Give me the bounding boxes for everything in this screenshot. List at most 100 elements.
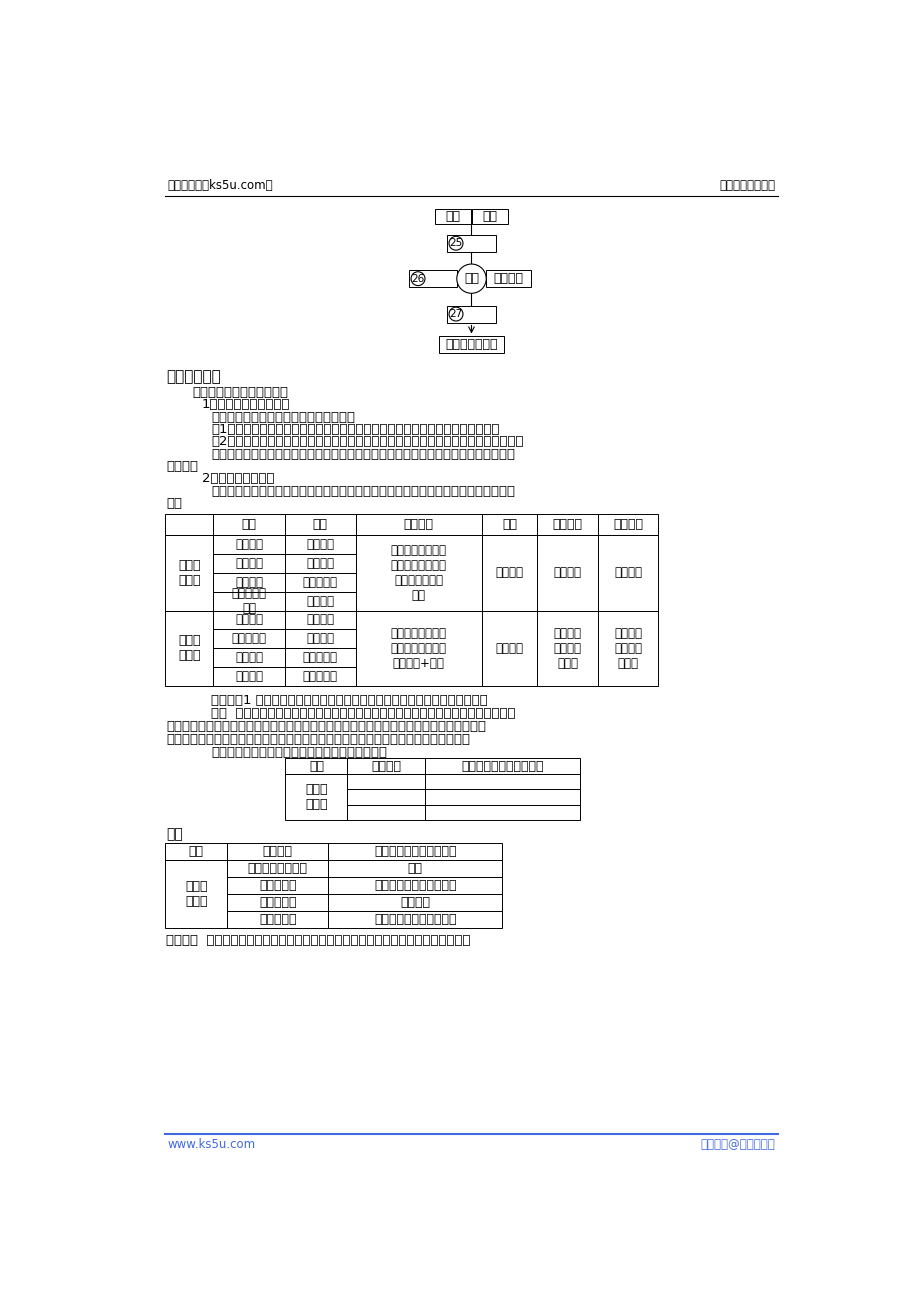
Bar <box>213 611 284 629</box>
Text: 特的动植物资源、民间舞蹈、手工艺品、传统音乐、婆罗浮屠佛塔、普兰班南神庙等。: 特的动植物资源、民间舞蹈、手工艺品、传统音乐、婆罗浮屠佛塔、普兰班南神庙等。 <box>166 733 470 746</box>
Bar <box>213 514 284 535</box>
Bar <box>537 611 597 686</box>
Bar <box>165 844 227 861</box>
Bar <box>481 611 537 686</box>
Bar <box>165 861 227 928</box>
Text: 型。: 型。 <box>166 497 182 510</box>
Text: 形成过程: 形成过程 <box>612 518 642 531</box>
Bar <box>284 648 356 667</box>
Bar <box>347 805 425 820</box>
Bar <box>425 758 579 773</box>
Bar <box>213 629 284 648</box>
Text: 具体形式
和精神文
化形式: 具体形式 和精神文 化形式 <box>553 626 581 669</box>
Bar <box>284 667 356 686</box>
Text: 具体分类: 具体分类 <box>263 845 292 858</box>
Text: 举例: 举例 <box>312 518 327 531</box>
Bar <box>347 773 425 789</box>
Text: 苏州园林: 苏州园林 <box>306 633 334 646</box>
Text: 黄山云海: 黄山云海 <box>306 595 334 608</box>
Text: 种类: 种类 <box>242 518 256 531</box>
Bar <box>284 629 356 648</box>
Text: 高考资源网（ks5u.com）: 高考资源网（ks5u.com） <box>167 178 273 191</box>
Bar <box>356 535 481 611</box>
Bar <box>285 758 347 773</box>
Text: 建筑与设施: 建筑与设施 <box>232 633 267 646</box>
Text: 浅海水域: 浅海水域 <box>400 896 430 909</box>
Text: 天象与气候
景观: 天象与气候 景观 <box>232 587 267 615</box>
Text: 所对应具体自然旅游资源: 所对应具体自然旅游资源 <box>460 759 543 772</box>
Text: 人文旅
游资源: 人文旅 游资源 <box>178 634 200 663</box>
Bar <box>165 611 213 686</box>
Text: 核心: 核心 <box>502 518 516 531</box>
Text: 分类: 分类 <box>309 759 323 772</box>
Text: 热带沙滩、火山、珊瑚礁: 热带沙滩、火山、珊瑚礁 <box>374 879 456 892</box>
Bar <box>284 591 356 611</box>
Text: 分类: 分类 <box>188 845 204 858</box>
Bar <box>597 611 658 686</box>
Text: 可创造性: 可创造性 <box>494 272 523 285</box>
Text: 地貌景观: 地貌景观 <box>495 566 523 579</box>
Text: 自然旅
游资源: 自然旅 游资源 <box>185 880 208 907</box>
Bar <box>213 573 284 591</box>
Bar <box>486 271 530 288</box>
Text: 阳光: 阳光 <box>407 862 423 875</box>
Text: 请将材料中所罗列的各种自然旅游资源进行分类。: 请将材料中所罗列的各种自然旅游资源进行分类。 <box>210 746 387 759</box>
Text: 自然过程: 自然过程 <box>613 566 641 579</box>
Text: 25: 25 <box>448 238 462 249</box>
Bar <box>328 911 502 928</box>
Text: 根据旅游资源的本质属性，一般将旅游资源划分为自然旅游资源和人文旅游资源两种类: 根据旅游资源的本质属性，一般将旅游资源划分为自然旅游资源和人文旅游资源两种类 <box>210 484 515 497</box>
Bar <box>227 844 328 861</box>
Circle shape <box>448 307 462 322</box>
Text: 思路剖析  自然旅游资源又可以分为地文景观、水域风光、生物景观、天象与气候景观: 思路剖析 自然旅游资源又可以分为地文景观、水域风光、生物景观、天象与气候景观 <box>166 935 471 948</box>
Text: 黄山迎客松: 黄山迎客松 <box>302 575 337 589</box>
Bar <box>438 336 504 353</box>
Text: 对于探险者猎奇、
游乐、疗养等性质
的旅游具有重要
意义: 对于探险者猎奇、 游乐、疗养等性质 的旅游具有重要 意义 <box>391 544 447 602</box>
Text: 景德镇瓷器: 景德镇瓷器 <box>302 651 337 664</box>
Text: 水域风光: 水域风光 <box>235 557 263 570</box>
Bar <box>284 553 356 573</box>
Bar <box>597 535 658 611</box>
Bar <box>213 591 284 611</box>
Bar <box>425 789 579 805</box>
Text: 森林、独特的动植物资源: 森林、独特的动植物资源 <box>374 913 456 926</box>
Text: 26: 26 <box>411 273 425 284</box>
Text: 遗址遗迹: 遗址遗迹 <box>235 613 263 626</box>
Text: www.ks5u.com: www.ks5u.com <box>167 1138 255 1151</box>
Text: 一、旅游资源的内涵和类型: 一、旅游资源的内涵和类型 <box>192 387 289 400</box>
Bar <box>328 894 502 911</box>
Bar <box>481 514 537 535</box>
Bar <box>285 773 347 820</box>
Text: 自然旅
游资源: 自然旅 游资源 <box>305 783 327 811</box>
Text: 材料  巴厘岛是印度尼西亚的旅游胜地，有着丰富多彩的旅游资源，其中已经规划开发: 材料 巴厘岛是印度尼西亚的旅游胜地，有着丰富多彩的旅游资源，其中已经规划开发 <box>210 707 515 720</box>
Circle shape <box>456 264 486 293</box>
Text: 特性: 特性 <box>463 272 479 285</box>
Text: 地文景观: 地文景观 <box>235 538 263 551</box>
Text: 傣族泼水节: 傣族泼水节 <box>302 671 337 684</box>
Text: 1．旅游资源形成的条件: 1．旅游资源形成的条件 <box>201 398 290 411</box>
Bar <box>435 208 471 224</box>
Bar <box>447 306 495 323</box>
Text: 答案: 答案 <box>166 827 183 841</box>
Circle shape <box>448 237 462 250</box>
Text: 的核心。: 的核心。 <box>166 460 198 473</box>
Bar <box>227 894 328 911</box>
Bar <box>425 773 579 789</box>
Text: （2）具有一定的经济、社会、文化价值，能给旅游业带来一定的经济效益和社会效益。: （2）具有一定的经济、社会、文化价值，能给旅游业带来一定的经济效益和社会效益。 <box>210 435 523 448</box>
Text: 上述两个条件必须同时具备，才能被称为旅游资源，其中对旅游者的吸引力是旅游资源: 上述两个条件必须同时具备，才能被称为旅游资源，其中对旅游者的吸引力是旅游资源 <box>210 448 515 461</box>
Text: 版权所有@高考资源网: 版权所有@高考资源网 <box>699 1138 775 1151</box>
Text: 水域风光类: 水域风光类 <box>259 896 296 909</box>
Bar <box>447 234 495 251</box>
Bar <box>227 861 328 878</box>
Text: 您身边的高考专家: 您身边的高考专家 <box>719 178 775 191</box>
Bar <box>213 648 284 667</box>
Text: 27: 27 <box>448 309 462 319</box>
Text: 2．旅游资源的类型: 2．旅游资源的类型 <box>201 473 274 486</box>
Text: 天象与气候景观类: 天象与气候景观类 <box>247 862 308 875</box>
Bar <box>356 514 481 535</box>
Text: 具体分类: 具体分类 <box>371 759 401 772</box>
Text: 人文活动: 人文活动 <box>235 671 263 684</box>
Text: 生物景观: 生物景观 <box>235 575 263 589</box>
Text: 适度开发和保护: 适度开发和保护 <box>445 339 497 352</box>
Bar <box>597 514 658 535</box>
Bar <box>227 878 328 894</box>
